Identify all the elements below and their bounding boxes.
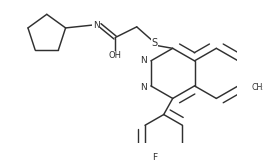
Text: OH: OH — [109, 51, 122, 60]
Text: N: N — [93, 20, 100, 30]
Text: N: N — [140, 56, 147, 65]
Text: N: N — [140, 83, 147, 92]
Text: F: F — [152, 153, 157, 160]
Text: CH₃: CH₃ — [252, 83, 263, 92]
Text: S: S — [152, 38, 158, 48]
